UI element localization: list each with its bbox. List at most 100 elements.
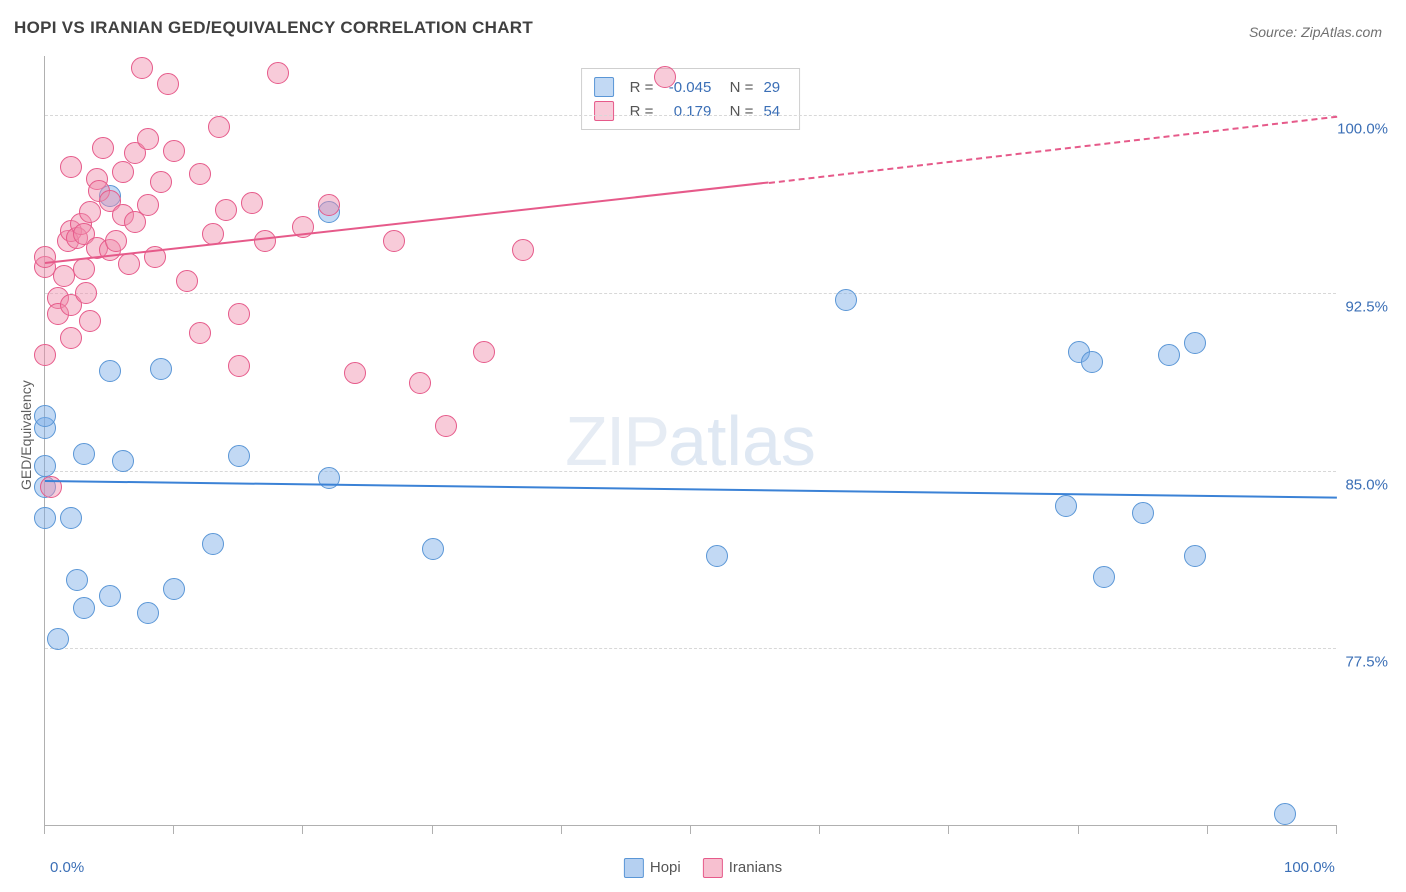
- data-point: [706, 545, 728, 567]
- gridline: [45, 648, 1336, 649]
- x-tick-mark: [561, 825, 562, 834]
- data-point: [189, 163, 211, 185]
- n-label: N =: [721, 79, 753, 96]
- data-point: [92, 137, 114, 159]
- legend-label: Hopi: [650, 859, 681, 876]
- stats-legend-row: R = 0.179 N = 54: [594, 99, 788, 123]
- data-point: [163, 140, 185, 162]
- trend-line: [768, 115, 1337, 183]
- trend-line: [45, 480, 1337, 499]
- x-tick-label: 100.0%: [1284, 859, 1335, 876]
- data-point: [241, 192, 263, 214]
- legend-item: Iranians: [703, 858, 782, 878]
- data-point: [267, 62, 289, 84]
- x-tick-mark: [1336, 825, 1337, 834]
- source-attribution: Source: ZipAtlas.com: [1249, 24, 1382, 40]
- data-point: [34, 344, 56, 366]
- data-point: [189, 322, 211, 344]
- data-point: [75, 282, 97, 304]
- data-point: [835, 289, 857, 311]
- data-point: [254, 230, 276, 252]
- n-label: N =: [721, 103, 753, 120]
- legend-swatch: [594, 77, 614, 97]
- data-point: [383, 230, 405, 252]
- legend-swatch: [624, 858, 644, 878]
- gridline: [45, 115, 1336, 116]
- data-point: [66, 569, 88, 591]
- x-tick-mark: [1078, 825, 1079, 834]
- y-tick-label: 92.5%: [1345, 298, 1388, 315]
- gridline: [45, 293, 1336, 294]
- scatter-plot-area: ZIPatlas R =-0.045 N =29R =0.179 N =54: [44, 56, 1336, 826]
- x-tick-mark: [302, 825, 303, 834]
- data-point: [73, 443, 95, 465]
- data-point: [47, 628, 69, 650]
- series-legend: Hopi Iranians: [624, 858, 782, 878]
- data-point: [1184, 332, 1206, 354]
- data-point: [318, 194, 340, 216]
- data-point: [1274, 803, 1296, 825]
- data-point: [79, 201, 101, 223]
- r-label: R =: [630, 79, 654, 96]
- data-point: [176, 270, 198, 292]
- data-point: [163, 578, 185, 600]
- data-point: [473, 341, 495, 363]
- data-point: [344, 362, 366, 384]
- data-point: [131, 57, 153, 79]
- x-tick-mark: [44, 825, 45, 834]
- x-tick-mark: [432, 825, 433, 834]
- x-tick-mark: [948, 825, 949, 834]
- data-point: [34, 405, 56, 427]
- data-point: [34, 455, 56, 477]
- data-point: [228, 445, 250, 467]
- y-tick-label: 100.0%: [1337, 121, 1388, 138]
- data-point: [34, 246, 56, 268]
- data-point: [1055, 495, 1077, 517]
- data-point: [1184, 545, 1206, 567]
- data-point: [409, 372, 431, 394]
- data-point: [435, 415, 457, 437]
- x-tick-label: 0.0%: [50, 859, 84, 876]
- data-point: [73, 597, 95, 619]
- data-point: [105, 230, 127, 252]
- data-point: [512, 239, 534, 261]
- data-point: [1093, 566, 1115, 588]
- data-point: [208, 116, 230, 138]
- data-point: [34, 507, 56, 529]
- watermark: ZIPatlas: [565, 401, 816, 481]
- x-tick-mark: [1207, 825, 1208, 834]
- data-point: [1132, 502, 1154, 524]
- gridline: [45, 471, 1336, 472]
- data-point: [137, 128, 159, 150]
- x-tick-mark: [690, 825, 691, 834]
- y-axis-label: GED/Equivalency: [18, 380, 34, 490]
- data-point: [60, 507, 82, 529]
- legend-label: Iranians: [729, 859, 782, 876]
- data-point: [99, 585, 121, 607]
- legend-swatch: [594, 101, 614, 121]
- chart-title: HOPI VS IRANIAN GED/EQUIVALENCY CORRELAT…: [14, 18, 533, 38]
- data-point: [150, 358, 172, 380]
- data-point: [112, 450, 134, 472]
- y-tick-label: 85.0%: [1345, 476, 1388, 493]
- r-value: 0.179: [663, 103, 711, 120]
- stats-legend-box: R =-0.045 N =29R =0.179 N =54: [581, 68, 801, 130]
- n-value: 54: [763, 103, 787, 120]
- data-point: [79, 310, 101, 332]
- data-point: [137, 602, 159, 624]
- n-value: 29: [763, 79, 787, 96]
- stats-legend-row: R =-0.045 N =29: [594, 75, 788, 99]
- data-point: [99, 360, 121, 382]
- data-point: [73, 258, 95, 280]
- data-point: [157, 73, 179, 95]
- data-point: [112, 161, 134, 183]
- legend-swatch: [703, 858, 723, 878]
- data-point: [150, 171, 172, 193]
- data-point: [228, 303, 250, 325]
- x-tick-mark: [819, 825, 820, 834]
- data-point: [202, 533, 224, 555]
- data-point: [654, 66, 676, 88]
- r-label: R =: [630, 103, 654, 120]
- y-tick-label: 77.5%: [1345, 654, 1388, 671]
- data-point: [1158, 344, 1180, 366]
